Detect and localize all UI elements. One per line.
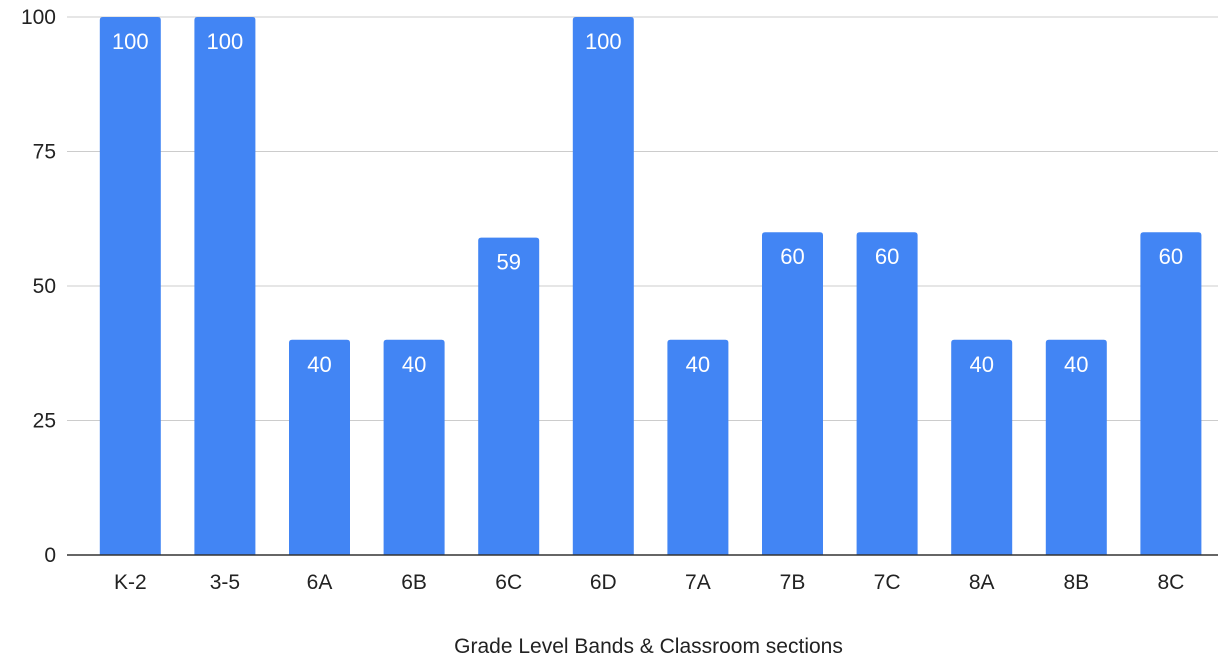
data-label: 100 bbox=[112, 29, 149, 54]
y-tick-label: 0 bbox=[44, 544, 56, 567]
data-labels: 100 100 40 40 59 100 40 60 60 40 40 60 bbox=[112, 29, 1183, 377]
data-label: 40 bbox=[307, 352, 331, 377]
bar bbox=[194, 17, 256, 555]
bar bbox=[289, 339, 350, 555]
y-tick-label: 50 bbox=[33, 275, 56, 298]
data-label: 40 bbox=[1064, 352, 1088, 377]
x-tick-label: 6D bbox=[590, 571, 617, 594]
x-axis-ticks: K-2 3-5 6A 6B 6C 6D 7A 7B 7C 8A 8B 8C bbox=[114, 571, 1184, 594]
data-label: 40 bbox=[686, 352, 710, 377]
x-tick-label: 8B bbox=[1063, 571, 1089, 594]
gridlines bbox=[67, 16, 1218, 421]
data-label: 40 bbox=[969, 352, 993, 377]
x-tick-label: 7C bbox=[874, 571, 901, 594]
x-tick-label: 6B bbox=[401, 571, 427, 594]
y-tick-label: 25 bbox=[33, 410, 56, 433]
data-label: 100 bbox=[585, 29, 622, 54]
x-tick-label: 6A bbox=[307, 571, 333, 594]
y-tick-label: 100 bbox=[21, 6, 56, 29]
x-axis-title: Grade Level Bands & Classroom sections bbox=[454, 635, 843, 658]
bar bbox=[856, 232, 918, 555]
bar bbox=[667, 339, 729, 555]
data-label: 40 bbox=[402, 352, 426, 377]
x-tick-label: K-2 bbox=[114, 571, 147, 594]
bar bbox=[762, 232, 823, 555]
x-tick-label: 7A bbox=[685, 571, 711, 594]
bar bbox=[951, 339, 1013, 555]
y-axis-ticks: 0 25 50 75 100 bbox=[21, 6, 56, 567]
bar bbox=[1045, 339, 1107, 555]
x-tick-label: 8C bbox=[1157, 571, 1184, 594]
bar bbox=[478, 237, 540, 555]
x-tick-label: 3-5 bbox=[210, 571, 240, 594]
data-label: 60 bbox=[780, 244, 804, 269]
bar bbox=[1140, 232, 1202, 555]
x-tick-label: 7B bbox=[780, 571, 806, 594]
x-tick-label: 6C bbox=[495, 571, 522, 594]
y-tick-label: 75 bbox=[33, 141, 56, 164]
data-label: 60 bbox=[1159, 244, 1183, 269]
data-label: 59 bbox=[496, 250, 520, 275]
data-label: 60 bbox=[875, 244, 899, 269]
bar bbox=[99, 17, 161, 555]
bar bbox=[572, 17, 634, 555]
data-label: 100 bbox=[207, 29, 244, 54]
bars bbox=[99, 17, 1202, 555]
x-tick-label: 8A bbox=[969, 571, 995, 594]
bar bbox=[383, 339, 445, 555]
